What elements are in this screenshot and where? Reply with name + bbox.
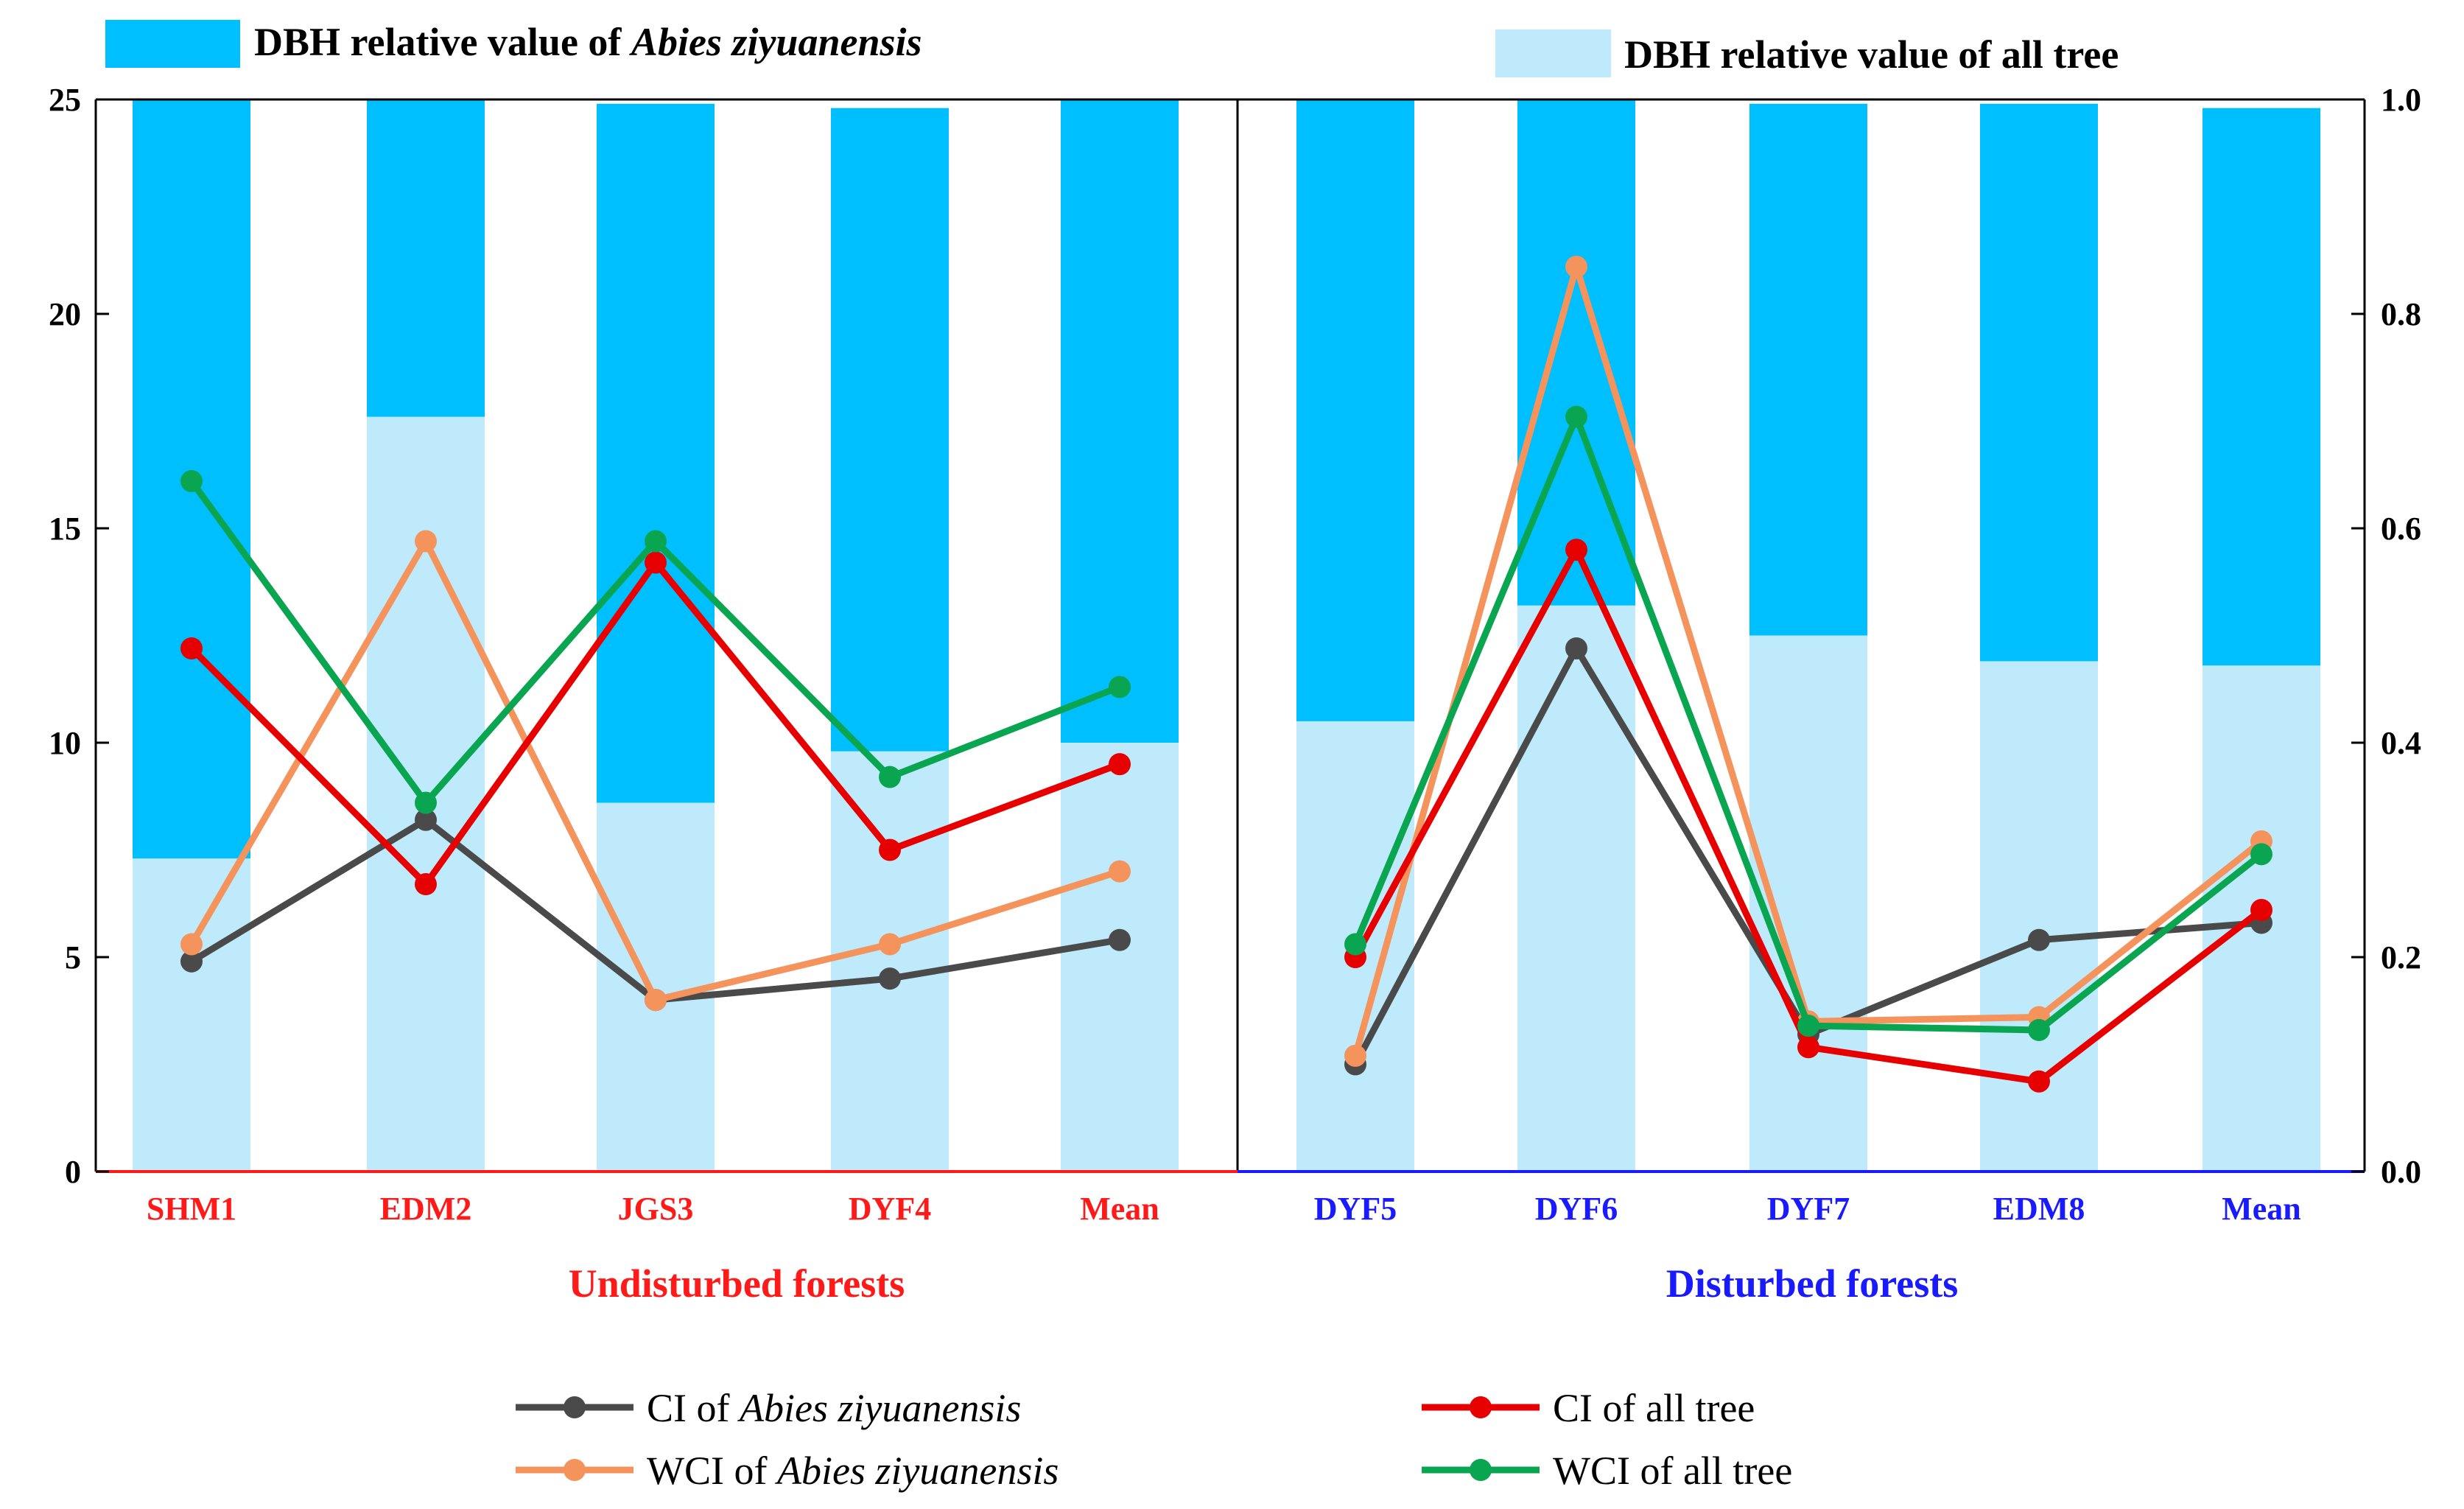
point-wci_all-dyf6 xyxy=(1565,405,1587,428)
bar-abies-edm8-1 xyxy=(1980,103,2098,662)
point-ci_abies-dyf4 xyxy=(879,967,901,990)
legend-label-all-dbh: DBH relative value of all tree xyxy=(1624,32,2119,77)
point-wci_abies-edm2 xyxy=(415,530,437,553)
legend-label-ci_abies: CI of Abies ziyuanensis xyxy=(647,1386,1021,1430)
bar-all-tree-mean-0 xyxy=(1061,743,1179,1172)
point-ci_abies-edm2 xyxy=(415,808,437,831)
bar-abies-dyf5-1 xyxy=(1296,99,1414,721)
bar-abies-jgs3-0 xyxy=(597,103,715,803)
category-label-dyf4: DYF4 xyxy=(849,1191,931,1227)
legend-label-ci_all: CI of all tree xyxy=(1553,1386,1755,1430)
panel-title-undisturbed: Undisturbed forests xyxy=(569,1261,905,1306)
point-wci_all-dyf4 xyxy=(879,766,901,788)
bar-all-tree-dyf4-0 xyxy=(831,751,949,1172)
bar-all-tree-edm8-1 xyxy=(1980,661,2098,1172)
left-tick-label: 0 xyxy=(65,1154,81,1190)
series-legend: CI of Abies ziyuanensis CI of all tree WCI… xyxy=(516,1386,1792,1493)
point-ci_abies-mean xyxy=(1109,928,1131,951)
point-ci_all-dyf4 xyxy=(879,838,901,861)
category-label-edm8: EDM8 xyxy=(1993,1191,2085,1227)
point-wci_all-dyf7 xyxy=(1797,1015,1819,1037)
left-tick-label: 25 xyxy=(49,82,81,118)
bars-layer xyxy=(133,99,2320,1172)
point-ci_abies-dyf6 xyxy=(1565,637,1587,659)
bar-abies-dyf4-0 xyxy=(831,108,949,752)
legend-swatch-abies-dbh xyxy=(105,20,240,68)
legend-label-wci_abies: WCI of Abies ziyuanensis xyxy=(647,1449,1059,1493)
bar-all-tree-jgs3-0 xyxy=(597,802,715,1172)
bar-abies-mean-1 xyxy=(2202,108,2320,666)
point-ci_all-mean xyxy=(2250,898,2272,921)
category-label-mean: Mean xyxy=(2222,1191,2301,1227)
lines-layer xyxy=(180,255,2272,1093)
axis-labels-layer: 0 5 10 15 20 25 0.0 0.2 0.4 0.6 0.8 1.0 SHM1 EDM2 JGS3… xyxy=(49,82,2421,1306)
bar-abies-dyf7-1 xyxy=(1749,103,1867,636)
point-wci_all-dyf5 xyxy=(1344,933,1366,956)
legend-label-wci_all: WCI of all tree xyxy=(1553,1449,1792,1493)
category-label-edm2: EDM2 xyxy=(380,1191,472,1227)
left-tick-label: 10 xyxy=(49,725,81,761)
point-wci_all-shm1 xyxy=(180,469,203,492)
category-label-dyf7: DYF7 xyxy=(1767,1191,1850,1227)
legend-swatch-all-dbh xyxy=(1495,29,1611,77)
point-ci_all-dyf7 xyxy=(1797,1036,1819,1059)
point-wci_abies-shm1 xyxy=(180,933,203,956)
point-wci_abies-jgs3 xyxy=(645,989,667,1012)
left-tick-label: 5 xyxy=(65,939,81,976)
point-wci_abies-dyf4 xyxy=(879,933,901,956)
category-label-jgs3: JGS3 xyxy=(618,1191,694,1227)
point-ci_all-dyf6 xyxy=(1565,539,1587,561)
legend-marker-wci_abies xyxy=(564,1459,586,1481)
point-wci_all-edm8 xyxy=(2028,1018,2050,1041)
point-ci_all-mean xyxy=(1109,753,1131,776)
legend-abies-italic: Abies ziyuanensis xyxy=(629,20,922,64)
right-tick-label: 0.8 xyxy=(2381,296,2421,332)
point-ci_abies-shm1 xyxy=(180,950,203,973)
point-ci_all-edm8 xyxy=(2028,1070,2050,1093)
point-wci_all-jgs3 xyxy=(645,530,667,553)
category-label-dyf5: DYF5 xyxy=(1314,1191,1397,1227)
category-label-mean: Mean xyxy=(1080,1191,1159,1227)
point-wci_abies-mean xyxy=(1109,860,1131,883)
bar-all-tree-dyf6-1 xyxy=(1517,605,1635,1172)
point-ci_all-edm2 xyxy=(415,873,437,896)
right-tick-label: 0.0 xyxy=(2381,1154,2421,1190)
right-tick-label: 1.0 xyxy=(2381,82,2421,118)
right-tick-label: 0.2 xyxy=(2381,939,2421,976)
left-tick-label: 15 xyxy=(49,511,81,547)
category-label-dyf6: DYF6 xyxy=(1535,1191,1618,1227)
category-label-shm1: SHM1 xyxy=(147,1191,236,1227)
legend-marker-wci_all xyxy=(1470,1459,1492,1481)
legend-marker-ci_all xyxy=(1470,1396,1492,1418)
point-ci_abies-edm8 xyxy=(2028,928,2050,951)
point-wci_all-mean xyxy=(1109,676,1131,699)
bar-abies-edm2-0 xyxy=(367,99,485,417)
axes-frame xyxy=(94,98,2366,1173)
bar-all-tree-dyf7-1 xyxy=(1749,635,1867,1172)
point-wci_all-edm2 xyxy=(415,791,437,814)
bar-all-tree-shm1-0 xyxy=(133,858,250,1172)
point-ci_all-shm1 xyxy=(180,637,203,659)
right-tick-label: 0.6 xyxy=(2381,511,2421,547)
left-tick-label: 20 xyxy=(49,296,81,332)
legend-marker-ci_abies xyxy=(564,1396,586,1418)
legend-abies-prefix: DBH relative value of xyxy=(254,20,631,64)
right-tick-label: 0.4 xyxy=(2381,725,2421,761)
bar-abies-mean-0 xyxy=(1061,99,1179,743)
point-wci_abies-dyf5 xyxy=(1344,1044,1366,1067)
panel-title-disturbed: Disturbed forests xyxy=(1666,1261,1958,1306)
point-ci_all-jgs3 xyxy=(645,551,667,574)
point-wci_abies-dyf6 xyxy=(1565,255,1587,278)
legend-label-abies-dbh: DBH relative value of Abies ziyuanensis xyxy=(254,20,922,64)
point-wci_all-mean xyxy=(2250,843,2272,866)
